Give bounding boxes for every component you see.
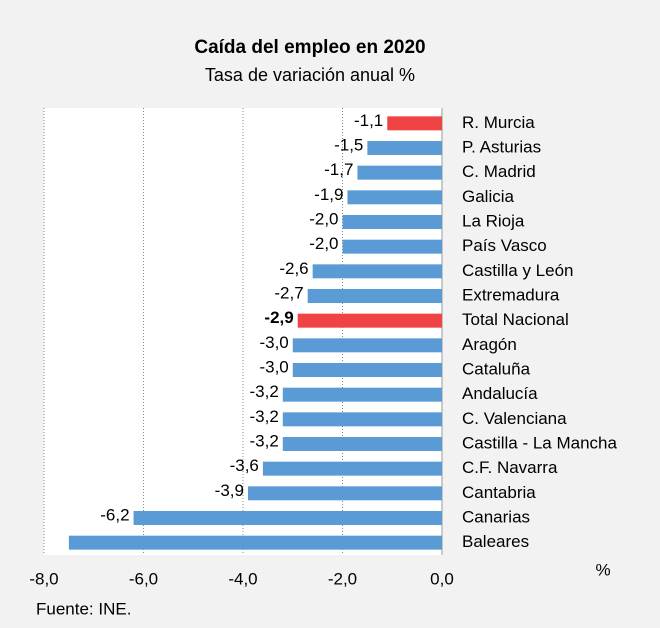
chart-subtitle: Tasa de variación anual % [205, 65, 415, 85]
bar [347, 190, 442, 205]
value-label: -3,2 [250, 382, 279, 401]
value-label: -1,7 [324, 160, 353, 179]
bar [282, 437, 442, 451]
value-label: -2,7 [274, 283, 303, 302]
bar [367, 141, 442, 155]
bar [357, 165, 442, 180]
value-label: -3,0 [259, 333, 288, 352]
bar [133, 511, 443, 525]
bar [292, 338, 442, 353]
category-label: País Vasco [462, 236, 547, 255]
category-label: C. Madrid [462, 162, 536, 181]
x-tick-label: -8,0 [29, 569, 58, 588]
value-label: -3,2 [250, 431, 279, 450]
category-label: La Rioja [462, 211, 525, 230]
category-label: Canarias [462, 507, 530, 526]
category-label: Castilla - La Mancha [462, 433, 618, 452]
value-label: -1,1 [354, 111, 383, 130]
category-label: Galicia [462, 187, 515, 206]
value-label: -1,9 [314, 185, 343, 204]
bar [387, 116, 442, 131]
category-label: Castilla y León [462, 261, 574, 280]
value-label: -3,6 [230, 456, 259, 475]
bar [307, 289, 442, 303]
category-label: C.F. Navarra [462, 458, 558, 477]
chart-title: Caída del empleo en 2020 [194, 37, 425, 58]
x-tick-label: -4,0 [228, 569, 257, 588]
x-unit: % [595, 560, 610, 579]
category-label: C. Valenciana [462, 409, 567, 428]
value-label: -2,0 [309, 209, 338, 228]
category-label: R. Murcia [462, 113, 535, 132]
category-label: Cataluña [462, 359, 531, 378]
bar [247, 486, 442, 501]
value-label: -6,2 [100, 505, 129, 524]
value-label: -2,0 [309, 234, 338, 253]
value-label: -2,9 [264, 308, 293, 327]
x-tick-label: 0,0 [430, 569, 454, 588]
bar [68, 535, 442, 550]
bar [312, 264, 442, 279]
bar [292, 363, 442, 377]
bar [342, 239, 442, 254]
value-label: -1,5 [334, 135, 363, 154]
x-tick-label: -2,0 [328, 569, 357, 588]
value-label: -3,9 [215, 481, 244, 500]
category-label: Baleares [462, 532, 529, 551]
value-label: -3,2 [250, 407, 279, 426]
value-label: -3,0 [259, 357, 288, 376]
bar [282, 387, 442, 402]
category-label: Total Nacional [462, 310, 569, 329]
bar [342, 215, 442, 229]
category-label: Andalucía [462, 384, 538, 403]
category-label: Cantabria [462, 483, 536, 502]
bar [297, 313, 442, 328]
category-label: Extremadura [462, 285, 560, 304]
x-tick-label: -6,0 [129, 569, 158, 588]
source: Fuente: INE. [36, 599, 131, 618]
category-label: Aragón [462, 335, 517, 354]
value-label: -2,6 [279, 259, 308, 278]
category-label: P. Asturias [462, 137, 541, 156]
bar [282, 412, 442, 427]
bar [262, 461, 442, 476]
